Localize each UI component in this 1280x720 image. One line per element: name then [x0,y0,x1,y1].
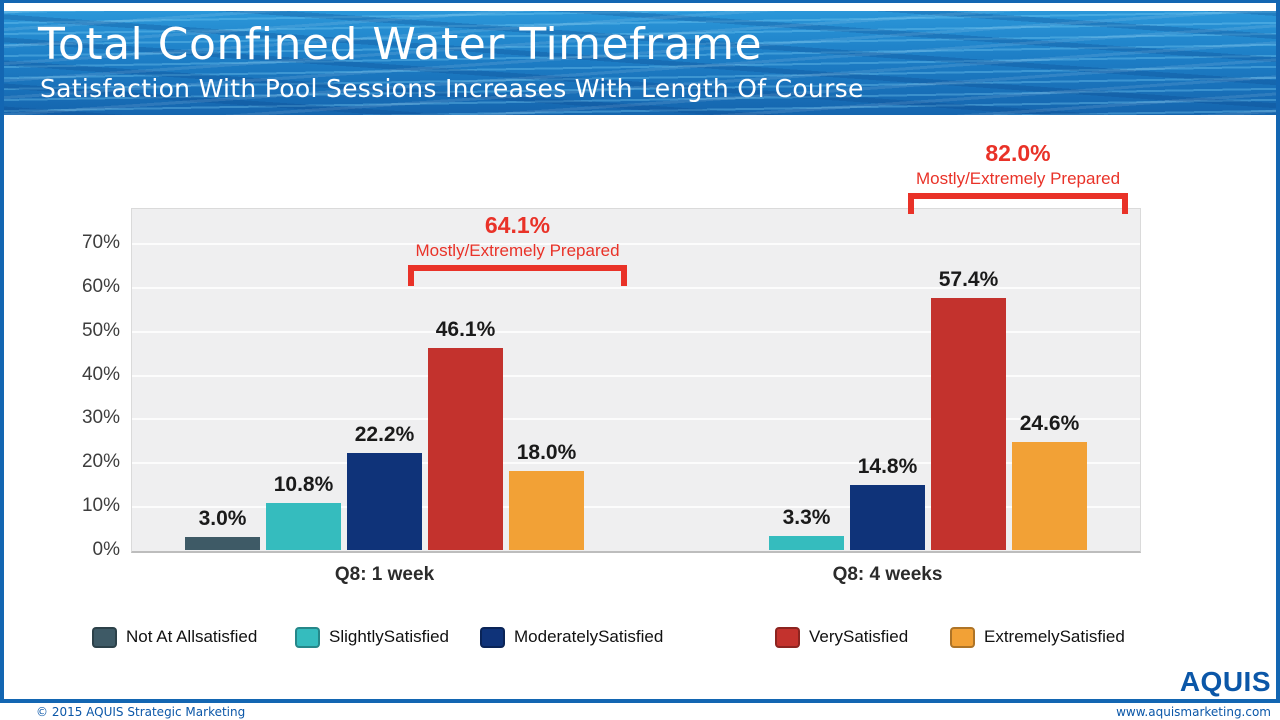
gridline [132,243,1140,246]
bar [185,536,260,550]
y-axis-tick-label: 40% [81,363,120,385]
bar [266,502,341,550]
legend-swatch [92,627,117,648]
bar-value-label: 3.0% [198,506,247,530]
legend-label: Not At Allsatisfied [126,627,258,646]
footer-divider [0,699,1280,703]
header-band: Total Confined Water Timeframe Satisfact… [4,11,1276,115]
annotation-label: Mostly/Extremely Prepared [915,169,1121,188]
footer-website: www.aquismarketing.com [1116,705,1271,719]
legend-swatch [480,627,505,648]
x-axis-category-label: Q8: 4 weeks [832,564,943,585]
bar-value-label: 22.2% [354,422,415,446]
aquis-logo: AQUIS [1179,666,1271,697]
legend-swatch [950,627,975,648]
bar [850,485,925,550]
bar [509,471,584,550]
annotation-label: Mostly/Extremely Prepared [415,241,620,260]
bar-value-label: 24.6% [1019,412,1080,436]
annotation-value: 64.1% [484,212,551,238]
x-axis-category-label: Q8: 1 week [334,564,435,585]
bar [347,452,422,550]
legend-swatch [775,627,800,648]
bar-value-label: 3.3% [782,505,831,529]
bar [931,298,1006,550]
y-axis-tick-label: 70% [81,232,120,254]
gridline [132,462,1140,465]
y-axis-tick-label: 10% [81,495,120,517]
y-axis-tick-label: 60% [81,275,120,297]
y-axis-tick-label: 50% [81,319,120,341]
left-border [0,0,4,703]
top-accent-line [4,0,1276,3]
y-axis-tick-label: 30% [81,407,120,429]
annotation-bracket [408,265,627,286]
bar-value-label: 18.0% [516,441,577,465]
right-border [1276,0,1280,703]
bar-value-label: 57.4% [938,268,999,292]
gridline [132,286,1140,289]
bar-value-label: 14.8% [857,455,918,479]
gridline [132,374,1140,377]
legend-label: ModeratelySatisfied [514,627,664,646]
slide-subtitle: Satisfaction With Pool Sessions Increase… [40,74,864,103]
legend-label: VerySatisfied [809,627,909,646]
bar [1012,442,1087,550]
annotation-bracket [908,193,1128,214]
footer-copyright: © 2015 AQUIS Strategic Marketing [36,705,246,719]
gridline [132,330,1140,333]
legend-label: SlightlySatisfied [329,627,450,646]
annotation-value: 82.0% [985,140,1051,166]
y-axis-tick-label: 0% [92,539,120,560]
legend-swatch [295,627,320,648]
bar [769,535,844,550]
gridline [132,506,1140,509]
gridline [132,418,1140,421]
bar-value-label: 10.8% [273,472,334,496]
legend-label: ExtremelySatisfied [984,627,1125,646]
slide-title: Total Confined Water Timeframe [38,19,763,70]
bar-value-label: 46.1% [435,317,496,341]
bar [428,347,503,550]
y-axis-tick-label: 20% [81,451,120,473]
